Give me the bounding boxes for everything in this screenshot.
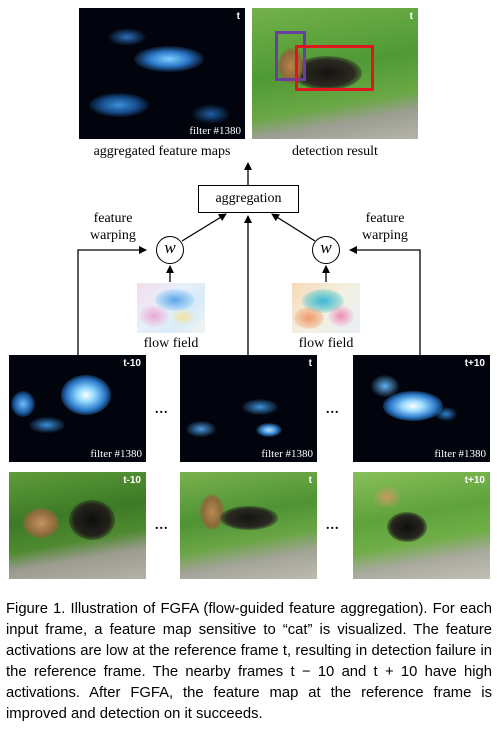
activation-blob — [186, 421, 216, 437]
aggregation-box: aggregation — [198, 185, 299, 213]
activation-blob — [383, 391, 443, 421]
activation-blob — [242, 399, 278, 415]
flow-color-blob — [328, 305, 354, 327]
ellipsis-left: ... — [155, 402, 169, 417]
flow-field-right-label: flow field — [298, 336, 354, 351]
cat-ginger — [23, 508, 59, 538]
detection-box-purple — [275, 31, 306, 81]
frame-tag: t+10 — [464, 358, 485, 369]
filter-label: filter #1380 — [90, 448, 142, 460]
flow-field-left-image — [137, 283, 205, 333]
cat-black — [387, 512, 427, 542]
caption-text: Figure 1. Illustration of FGFA (flow-gui… — [6, 601, 492, 722]
figure-caption: Figure 1. Illustration of FGFA (flow-gui… — [6, 599, 492, 725]
flow-color-blob — [294, 307, 324, 329]
ellipsis-left: ... — [155, 518, 169, 533]
cat-ginger — [373, 486, 401, 508]
detection-label: detection result — [292, 144, 378, 159]
label-line: feature — [93, 211, 133, 226]
activation-blob — [61, 375, 111, 415]
label-line: warping — [362, 228, 408, 243]
frame-tag: t — [308, 358, 312, 369]
warp-node-left: w — [156, 236, 184, 264]
frame-tag: t — [236, 11, 240, 22]
aggregated-label: aggregated feature maps — [93, 144, 231, 159]
frame-tag: t — [409, 11, 413, 22]
detection-box-red — [295, 45, 374, 91]
aggregated-feature-map: t filter #1380 — [79, 8, 245, 139]
flow-color-blob — [155, 289, 195, 311]
activation-blob — [134, 46, 204, 72]
activation-blob — [191, 104, 231, 124]
filter-label: filter #1380 — [434, 448, 486, 460]
feature-map-frame-t: t filter #1380 — [180, 355, 317, 462]
filter-label: filter #1380 — [189, 125, 241, 137]
ellipsis-right: ... — [326, 518, 340, 533]
input-frame-t-minus-10: t-10 — [9, 472, 146, 579]
activation-blob — [256, 423, 282, 437]
feature-map-frame-t-minus-10: t-10 filter #1380 — [9, 355, 146, 462]
activation-blob — [89, 93, 149, 117]
cat-ginger — [200, 494, 224, 530]
activation-blob — [371, 375, 399, 397]
feature-warping-right-label: feature warping — [350, 210, 420, 244]
ellipsis-right: ... — [326, 402, 340, 417]
label-line: warping — [90, 228, 136, 243]
flow-field-right-image — [292, 283, 360, 333]
cat-black — [69, 500, 115, 540]
input-frame-t: t — [180, 472, 317, 579]
label-line: feature — [365, 211, 405, 226]
frame-tag: t-10 — [123, 358, 141, 369]
flow-color-blob — [171, 309, 195, 325]
flow-field-left-label: flow field — [143, 336, 199, 351]
activation-blob — [11, 391, 35, 417]
frame-tag: t+10 — [464, 475, 485, 486]
input-frame-t-plus-10: t+10 — [353, 472, 490, 579]
detection-result-image: t — [252, 8, 418, 139]
activation-blob — [29, 417, 65, 433]
feature-warping-left-label: feature warping — [78, 210, 148, 244]
flow-color-blob — [139, 305, 169, 327]
frame-tag: t-10 — [123, 475, 141, 486]
activation-blob — [435, 407, 457, 421]
warp-node-right: w — [312, 236, 340, 264]
filter-label: filter #1380 — [261, 448, 313, 460]
cat-black — [220, 506, 278, 530]
frame-tag: t — [308, 475, 312, 486]
activation-blob — [107, 28, 147, 46]
feature-map-frame-t-plus-10: t+10 filter #1380 — [353, 355, 490, 462]
